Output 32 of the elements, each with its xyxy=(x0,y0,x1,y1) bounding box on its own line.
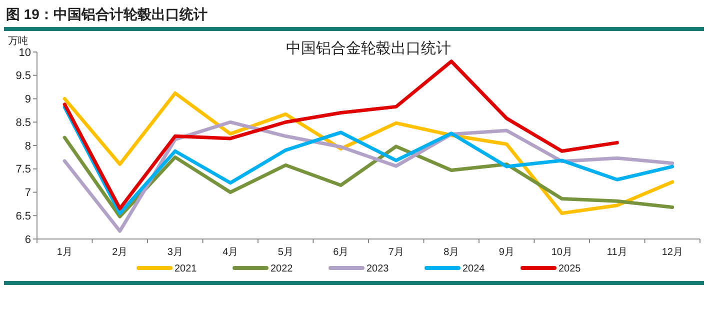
legend-label: 2023 xyxy=(366,264,390,274)
line-series xyxy=(62,136,674,218)
y-tick-label: 9 xyxy=(24,94,31,106)
chart-title: 中国铝合金轮毂出口统计 xyxy=(286,39,451,57)
legend-label: 2021 xyxy=(174,264,198,274)
x-tick-label: 2月 xyxy=(112,247,128,258)
legend-label: 2024 xyxy=(462,264,486,274)
legend-label: 2025 xyxy=(558,264,582,274)
caption: 图 19：中国铝合计轮毂出口统计 xyxy=(6,6,208,22)
y-tick-label: 8 xyxy=(24,140,31,152)
y-tick-label: 6 xyxy=(24,234,31,246)
x-tick-label: 9月 xyxy=(498,247,514,258)
x-tick-label: 12月 xyxy=(662,247,683,258)
y-axis-title: 万吨 xyxy=(8,35,28,47)
y-tick-label: 9.5 xyxy=(16,70,31,82)
y-tick-label: 10 xyxy=(18,46,31,59)
x-tick-label: 1月 xyxy=(56,247,72,258)
x-tick-label: 11月 xyxy=(606,247,628,258)
x-tick-label: 6月 xyxy=(333,247,349,258)
x-tick-label: 4月 xyxy=(222,247,238,258)
x-tick-label: 7月 xyxy=(388,247,404,258)
y-tick-label: 8.5 xyxy=(16,116,31,129)
y-tick-label: 6.5 xyxy=(16,210,31,222)
y-tick-label: 7.5 xyxy=(16,164,31,176)
x-tick-label: 10月 xyxy=(551,247,572,258)
line-series xyxy=(62,120,674,233)
legend-label: 2022 xyxy=(270,264,294,274)
line-series xyxy=(62,60,619,210)
x-tick-label: 3月 xyxy=(167,247,183,258)
y-tick-label: 7 xyxy=(24,187,31,200)
x-tick-label: 5月 xyxy=(278,247,294,258)
x-tick-label: 8月 xyxy=(444,247,460,258)
